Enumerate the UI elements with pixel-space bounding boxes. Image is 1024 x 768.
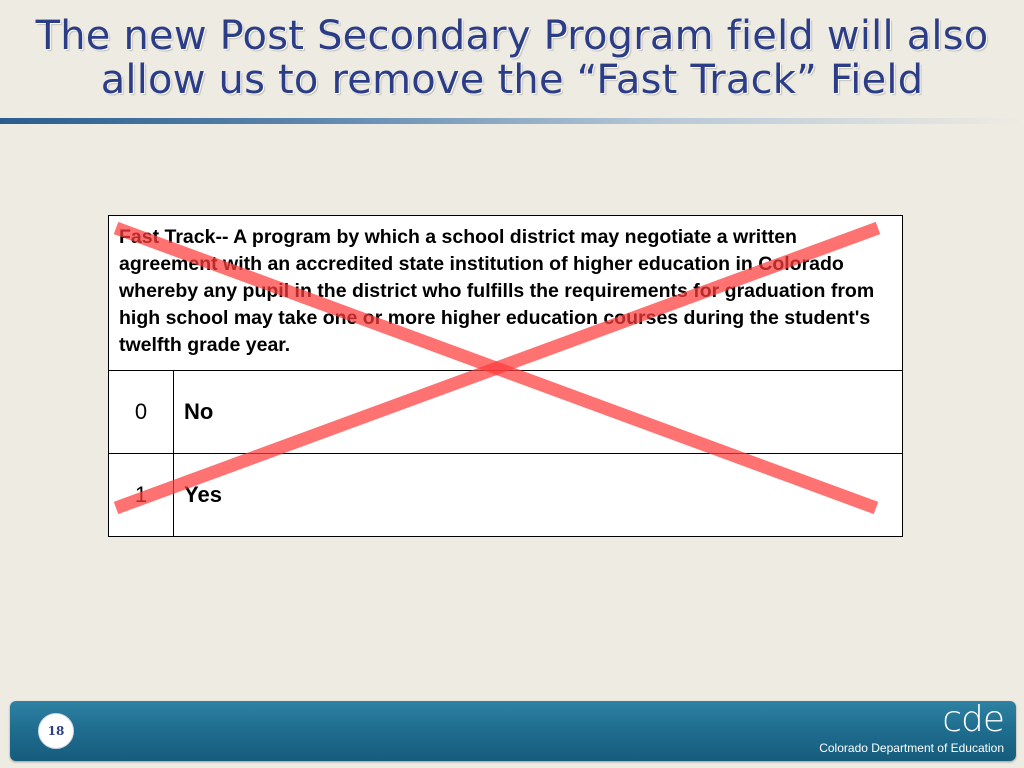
code-cell: 1 [108, 453, 174, 537]
definition-row: Fast Track-- A program by which a school… [108, 215, 903, 371]
definition-cell: Fast Track-- A program by which a school… [108, 215, 903, 371]
label-cell: Yes [173, 453, 903, 537]
footer-bar: 18 cde Colorado Department of Education [10, 701, 1016, 761]
code-cell: 0 [108, 370, 174, 454]
slide-title: The new Post Secondary Program field wil… [0, 14, 1024, 102]
title-line-1: The new Post Secondary Program field wil… [35, 13, 989, 59]
title-underline [0, 118, 1024, 124]
title-line-2: allow us to remove the “Fast Track” Fiel… [100, 57, 924, 103]
page-number: 18 [38, 713, 74, 749]
organization-name: Colorado Department of Education [819, 741, 1004, 755]
fast-track-table: Fast Track-- A program by which a school… [108, 215, 903, 537]
table-row: 1 Yes [108, 453, 903, 537]
table-row: 0 No [108, 370, 903, 454]
label-cell: No [173, 370, 903, 454]
cde-logo: cde [942, 699, 1005, 740]
